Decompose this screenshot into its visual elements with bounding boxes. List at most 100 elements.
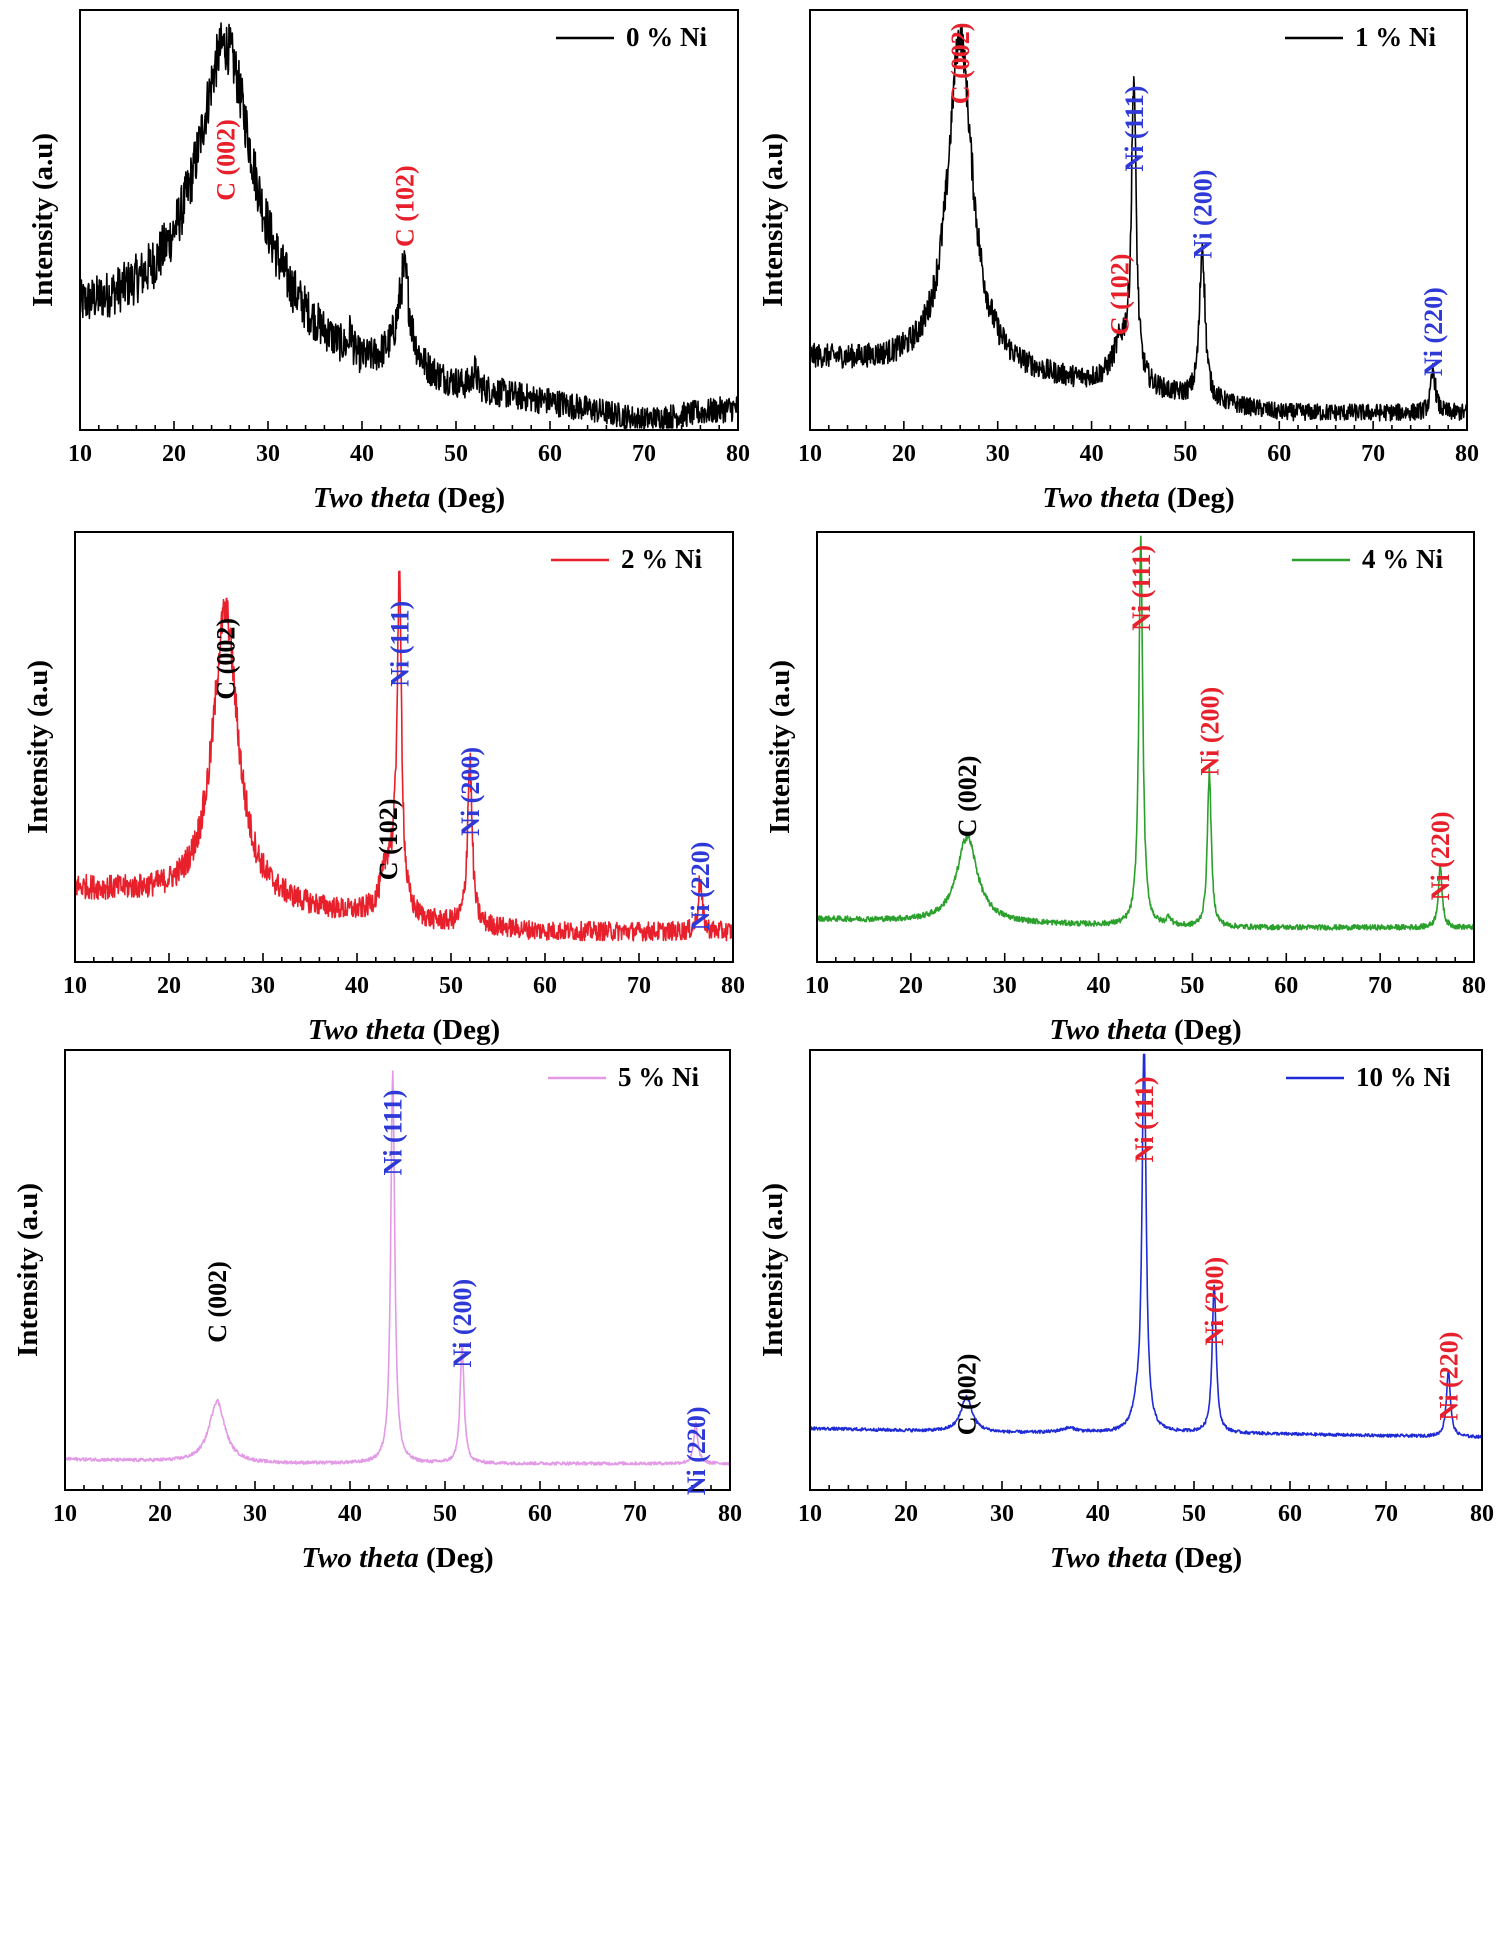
chart-panel-1: 10 20 30 40 50 60 70 80 Two theta (Deg) Intensity…	[27, 9, 750, 514]
peak-label: Ni (111)	[379, 1090, 408, 1176]
x-tick-label: 60	[1274, 973, 1298, 999]
y-axis-title: Intensity (a.u)	[757, 133, 789, 307]
x-axis-title-italic: Two theta	[313, 482, 430, 514]
x-axis-title-unit: (Deg)	[419, 1542, 494, 1574]
xrd-pattern-line	[809, 1053, 1483, 1439]
legend-label: 2 % Ni	[621, 544, 702, 574]
x-tick-label: 70	[623, 1501, 647, 1527]
y-axis-title: Intensity (a.u)	[12, 1183, 44, 1357]
xrd-pattern-line	[809, 26, 1468, 422]
x-axis-title: Two theta (Deg)	[1050, 1542, 1242, 1574]
x-tick-label: 30	[243, 1501, 267, 1527]
xrd-pattern-line	[64, 1070, 731, 1466]
x-axis-title-unit: (Deg)	[1167, 1542, 1242, 1574]
peak-label: Ni (111)	[1130, 1076, 1159, 1162]
x-axis-title-unit: (Deg)	[430, 482, 505, 514]
xrd-pattern-line	[816, 535, 1475, 931]
legend-label: 1 % Ni	[1355, 22, 1436, 52]
x-tick-label: 30	[986, 441, 1010, 467]
x-tick-label: 60	[533, 973, 557, 999]
x-tick-label: 30	[990, 1501, 1014, 1527]
chart-panel-6: 10 20 30 40 50 60 70 80 Two theta (Deg) Intensity…	[757, 1049, 1494, 1574]
x-axis-title-italic: Two theta	[1049, 1014, 1166, 1046]
x-tick-label: 80	[718, 1501, 742, 1527]
x-tick-label: 20	[157, 973, 181, 999]
peak-label: Ni (200)	[1200, 1257, 1229, 1346]
chart-panel-3: 10 20 30 40 50 60 70 80 Two theta (Deg) Intensity…	[22, 531, 745, 1046]
x-tick-label: 20	[148, 1501, 172, 1527]
x-tick-label: 10	[805, 973, 829, 999]
x-tick-label: 40	[345, 973, 369, 999]
x-tick-label: 40	[350, 441, 374, 467]
peak-label: Ni (111)	[1127, 545, 1156, 631]
x-tick-label: 80	[1455, 441, 1479, 467]
x-tick-label: 30	[993, 973, 1017, 999]
x-axis-title: Two theta (Deg)	[308, 1014, 500, 1046]
x-tick-label: 80	[721, 973, 745, 999]
chart-panel-5: 10 20 30 40 50 60 70 80 Two theta (Deg) Intensity…	[12, 1049, 742, 1574]
x-tick-label: 10	[63, 973, 87, 999]
y-axis-title: Intensity (a.u)	[764, 660, 796, 834]
x-axis-title-italic: Two theta	[1042, 482, 1159, 514]
x-tick-label: 60	[1267, 441, 1291, 467]
x-tick-label: 50	[1180, 973, 1204, 999]
chart-panel-4: 10 20 30 40 50 60 70 80 Two theta (Deg) Intensity…	[764, 531, 1486, 1046]
peak-label: C (002)	[203, 1261, 232, 1343]
peak-label: Ni (111)	[385, 601, 414, 687]
x-tick-label: 20	[892, 441, 916, 467]
x-tick-label: 70	[627, 973, 651, 999]
x-tick-label: 80	[1470, 1501, 1494, 1527]
peak-label: Ni (200)	[1188, 170, 1217, 259]
peak-label: Ni (220)	[686, 842, 715, 931]
x-tick-label: 40	[338, 1501, 362, 1527]
x-tick-label: 10	[53, 1501, 77, 1527]
plot-frame	[816, 531, 1475, 963]
peak-label: C (102)	[390, 165, 419, 247]
peak-label: Ni (200)	[448, 1279, 477, 1368]
x-tick-label: 40	[1087, 973, 1111, 999]
peak-label: C (102)	[1106, 254, 1135, 336]
x-axis-title-italic: Two theta	[301, 1542, 418, 1574]
x-tick-label: 80	[1462, 973, 1486, 999]
x-tick-label: 60	[1278, 1501, 1302, 1527]
plot-frame	[74, 531, 734, 963]
x-tick-label: 60	[528, 1501, 552, 1527]
plot-frame	[809, 9, 1468, 431]
x-axis-title-unit: (Deg)	[1167, 1014, 1242, 1046]
legend-label: 4 % Ni	[1362, 544, 1443, 574]
x-axis-title: Two theta (Deg)	[1042, 482, 1234, 514]
plot-frame	[64, 1049, 731, 1491]
x-axis-title-unit: (Deg)	[425, 1014, 500, 1046]
y-axis-title: Intensity (a.u)	[22, 660, 54, 834]
x-axis-title-unit: (Deg)	[1160, 482, 1235, 514]
x-tick-label: 80	[726, 441, 750, 467]
x-tick-label: 20	[899, 973, 923, 999]
plot-frame	[79, 9, 739, 431]
legend-label: 0 % Ni	[626, 22, 707, 52]
x-tick-label: 70	[632, 441, 656, 467]
plot-frame	[809, 1049, 1483, 1491]
xrd-pattern-line	[74, 570, 734, 942]
x-axis-title-italic: Two theta	[308, 1014, 425, 1046]
peak-label: C (002)	[953, 756, 982, 838]
x-tick-label: 30	[256, 441, 280, 467]
x-tick-label: 20	[162, 441, 186, 467]
x-tick-label: 10	[798, 441, 822, 467]
x-tick-label: 50	[1182, 1501, 1206, 1527]
x-tick-label: 10	[798, 1501, 822, 1527]
x-tick-label: 70	[1368, 973, 1392, 999]
x-tick-label: 50	[1173, 441, 1197, 467]
peak-label: C (002)	[212, 119, 241, 201]
legend-label: 10 % Ni	[1356, 1062, 1451, 1092]
peak-label: Ni (220)	[1419, 287, 1448, 376]
chart-panel-2: 10 20 30 40 50 60 70 80 Two theta (Deg) Intensity…	[757, 9, 1479, 514]
x-axis-title: Two theta (Deg)	[1049, 1014, 1241, 1046]
x-tick-label: 70	[1374, 1501, 1398, 1527]
peak-label: C (002)	[211, 618, 240, 700]
x-axis-title: Two theta (Deg)	[313, 482, 505, 514]
peak-label: C (002)	[946, 23, 975, 105]
x-tick-label: 50	[444, 441, 468, 467]
peak-label: Ni (220)	[1426, 812, 1455, 901]
peak-label: Ni (200)	[456, 747, 485, 836]
